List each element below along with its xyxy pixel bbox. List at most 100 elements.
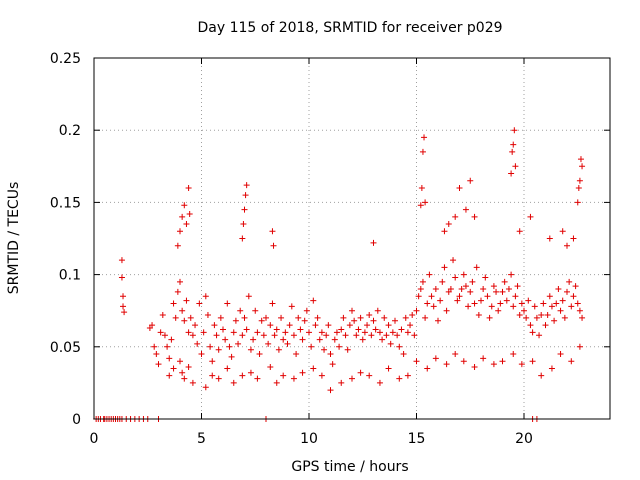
data-point (462, 283, 469, 290)
data-point (121, 309, 128, 316)
data-point (209, 372, 216, 379)
data-point (432, 355, 439, 362)
data-point (480, 286, 487, 293)
data-point (318, 329, 325, 336)
data-point (240, 221, 247, 228)
data-point (548, 303, 555, 310)
data-point (480, 355, 487, 362)
data-point (351, 317, 358, 324)
data-point (226, 343, 233, 350)
data-point (338, 379, 345, 386)
data-point (518, 361, 525, 368)
data-point (484, 293, 491, 300)
data-point (424, 300, 431, 307)
data-point (417, 286, 424, 293)
data-point (527, 213, 534, 220)
data-point (256, 351, 263, 358)
data-point (447, 286, 454, 293)
data-point (471, 213, 478, 220)
data-point (318, 372, 325, 379)
data-point (338, 326, 345, 333)
data-point (181, 317, 188, 324)
data-point (432, 286, 439, 293)
data-point (192, 322, 199, 329)
data-point (230, 379, 237, 386)
data-point (241, 206, 248, 213)
y-tick-label: 0.25 (50, 51, 81, 67)
data-point (452, 351, 459, 358)
data-point (577, 156, 584, 163)
data-point (574, 300, 581, 307)
data-point (177, 278, 183, 285)
data-point (555, 286, 562, 293)
data-point (495, 307, 502, 314)
data-point (217, 314, 224, 321)
data-point (239, 235, 246, 242)
grid-lines (94, 58, 610, 419)
data-point (155, 361, 162, 368)
data-point (202, 384, 209, 391)
data-point (198, 351, 205, 358)
data-point (452, 213, 459, 220)
data-point (443, 307, 450, 314)
data-point (564, 242, 570, 249)
data-point (364, 322, 371, 329)
data-point (179, 307, 186, 314)
data-point (413, 358, 420, 365)
data-point (265, 340, 272, 347)
data-point (172, 314, 179, 321)
data-point (290, 332, 297, 339)
data-point (443, 361, 450, 368)
data-point (379, 336, 386, 343)
data-point (511, 127, 518, 134)
y-tick-label: 0.2 (59, 123, 81, 139)
data-point (460, 358, 467, 365)
data-point (357, 369, 364, 376)
data-point (211, 322, 218, 329)
data-point (490, 361, 497, 368)
data-point (441, 228, 448, 235)
data-point (331, 336, 338, 343)
data-point (510, 351, 517, 358)
data-point (185, 329, 192, 336)
data-point (505, 286, 512, 293)
x-tick-label: 20 (515, 431, 533, 447)
data-point (499, 358, 506, 365)
data-point (306, 329, 312, 336)
data-point (185, 364, 192, 371)
data-point (312, 322, 319, 329)
data-point (445, 221, 452, 228)
data-point (501, 278, 508, 285)
y-tick-label: 0.15 (50, 195, 81, 211)
data-point (411, 332, 418, 339)
data-point (435, 317, 441, 324)
data-point (278, 314, 285, 321)
data-point (510, 303, 517, 310)
data-point (303, 307, 310, 314)
data-point (458, 286, 465, 293)
data-point (355, 326, 362, 333)
data-point (299, 336, 306, 343)
chart-title: Day 115 of 2018, SRMTID for receiver p02… (197, 20, 502, 36)
data-point (179, 369, 186, 376)
data-point (252, 307, 259, 314)
data-point (357, 314, 364, 321)
data-point (376, 379, 383, 386)
data-point (465, 303, 472, 310)
data-point (576, 307, 583, 314)
data-point (164, 343, 171, 350)
data-point (557, 307, 564, 314)
data-point (344, 346, 351, 353)
x-axis-label: GPS time / hours (291, 459, 408, 475)
data-point (389, 329, 396, 336)
data-point (512, 293, 519, 300)
data-point (546, 293, 553, 300)
data-point (293, 351, 300, 358)
data-point (387, 340, 394, 347)
axes: 0 5 10 15 20 0 0.05 0.1 0.15 0.2 0.25 (50, 51, 610, 447)
data-point (183, 297, 190, 304)
data-point (153, 351, 160, 358)
data-point (321, 346, 328, 353)
data-point (346, 322, 353, 329)
data-point (473, 264, 480, 271)
